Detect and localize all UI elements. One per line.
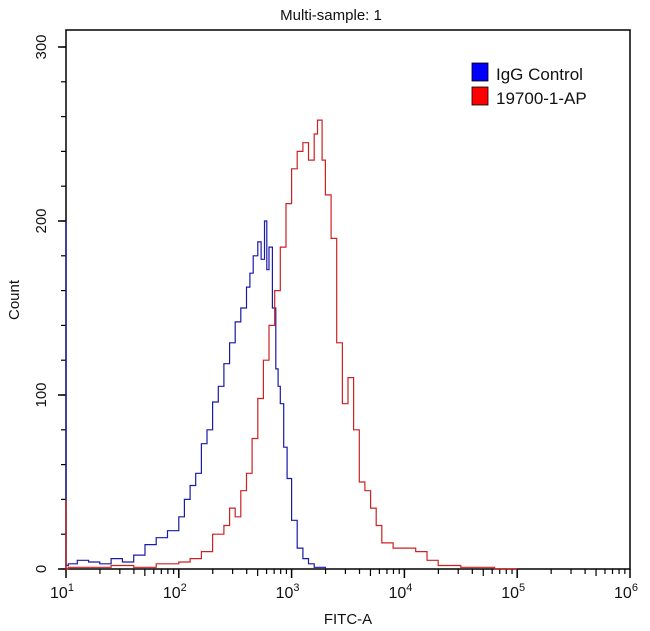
y-tick-label: 200 — [33, 208, 50, 233]
x-axis-label: FITC-A — [324, 611, 372, 628]
x-tick-label: 106 — [614, 582, 638, 602]
legend-swatch-19700-1-ap — [471, 86, 489, 106]
x-tick-label: 104 — [388, 582, 412, 602]
legend-label-igg-control: IgG Control — [496, 65, 583, 84]
y-axis: 0 100 200 300 — [33, 34, 66, 573]
x-tick-label: 101 — [50, 582, 74, 602]
series-line-igg-control — [65, 220, 326, 569]
x-tick-label: 105 — [501, 582, 525, 602]
x-tick-label: 103 — [276, 582, 300, 602]
y-tick-label: 0 — [33, 565, 50, 573]
legend-label-19700-1-ap: 19700-1-AP — [496, 89, 587, 108]
x-tick-label: 102 — [163, 582, 187, 602]
y-tick-label: 300 — [33, 34, 50, 59]
y-tick-label: 100 — [33, 382, 50, 407]
y-axis-label: Count — [6, 279, 23, 320]
series-line-19700-1-ap — [65, 119, 518, 570]
plot-frame — [65, 29, 631, 570]
legend-swatch-igg-control — [471, 62, 489, 82]
legend: IgG Control 19700-1-AP — [471, 62, 587, 108]
x-axis: 101 102 103 104 105 106 — [50, 569, 638, 602]
chart-title: Multi-sample: 1 — [280, 7, 382, 24]
